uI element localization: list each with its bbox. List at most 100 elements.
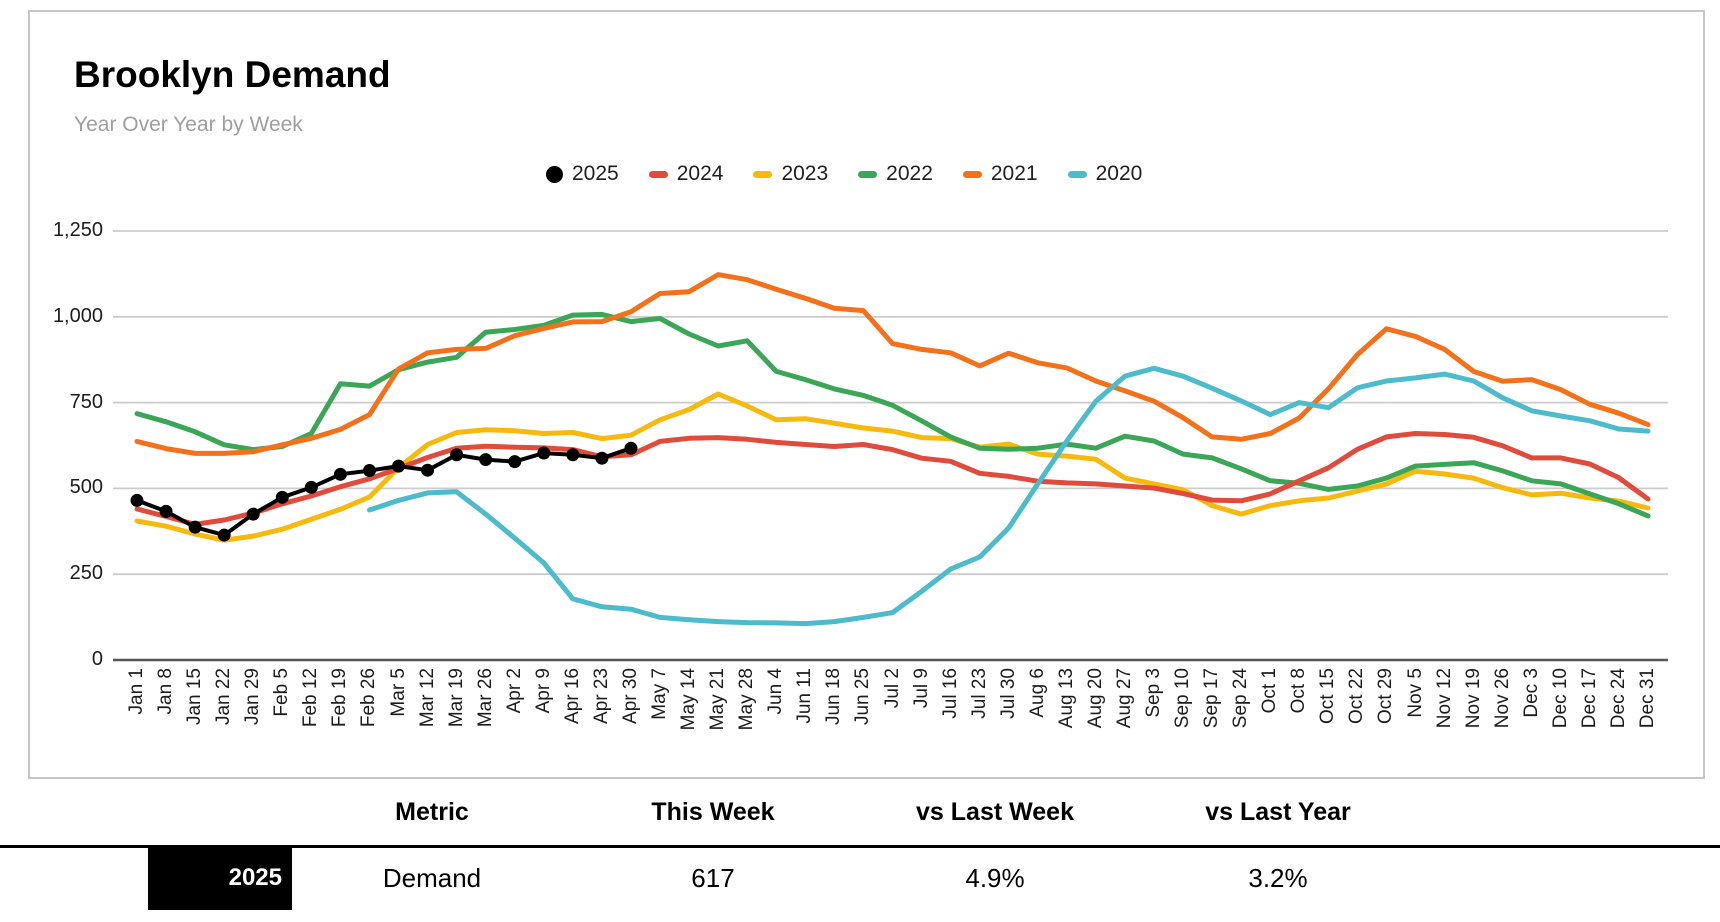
y-axis-tick-label: 500 — [69, 476, 103, 499]
legend-item-2020: 2020 — [1067, 162, 1143, 186]
data-point — [624, 441, 638, 455]
cell-vs-last-week: 4.9% — [965, 863, 1025, 893]
x-axis-tick-label: Aug 27 — [1113, 668, 1135, 729]
x-axis-tick-label: Jun 11 — [794, 668, 816, 724]
legend-bar-swatch-2023 — [753, 170, 773, 178]
legend-bar-swatch-2021 — [962, 170, 982, 178]
x-axis-tick-label: Dec 24 — [1607, 668, 1629, 729]
legend-item-2021: 2021 — [962, 162, 1038, 186]
data-point — [479, 453, 493, 467]
x-axis-tick-label: Oct 29 — [1375, 668, 1397, 724]
x-axis-tick-label: Mar 12 — [416, 668, 438, 728]
legend-label: 2020 — [1095, 162, 1143, 185]
x-axis-tick-label: Mar 19 — [445, 668, 467, 728]
data-point — [392, 459, 406, 473]
page-title: Brooklyn Demand — [74, 54, 391, 95]
x-axis-tick-label: Jan 1 — [126, 668, 147, 715]
data-point — [275, 490, 289, 504]
legend-label: 2023 — [781, 162, 829, 185]
data-point — [217, 528, 231, 542]
series-line-2022 — [134, 311, 1651, 519]
cell-metric: Demand — [382, 863, 482, 893]
series-points-2025 — [130, 441, 638, 542]
x-axis-tick-label: Sep 17 — [1201, 668, 1223, 729]
chart-legend: 2025 2024 2023 2022 2021 2020 — [546, 160, 1172, 188]
page-subtitle: Year Over Year by Week — [74, 113, 303, 136]
x-axis-tick-label: Jul 9 — [910, 668, 932, 709]
table-header-this-week: This Week — [651, 798, 775, 826]
x-axis-tick-label: Nov 19 — [1462, 668, 1484, 729]
y-axis-tick-label: 0 — [91, 648, 103, 670]
x-axis-tick-label: Jul 23 — [968, 668, 990, 719]
x-axis-tick-label: Oct 22 — [1346, 668, 1368, 724]
x-axis-tick-label: May 28 — [736, 668, 758, 731]
x-axis-tick-label: Oct 1 — [1259, 668, 1281, 714]
x-axis-tick-label: May 7 — [649, 668, 671, 720]
series-line-2020 — [367, 365, 1651, 627]
x-axis-tick-label: Oct 15 — [1317, 668, 1339, 724]
legend-bar-swatch-2024 — [648, 170, 668, 178]
legend-item-2022: 2022 — [858, 162, 933, 186]
data-point — [246, 507, 260, 521]
x-axis-tick-label: Dec 17 — [1578, 668, 1600, 729]
x-axis-tick-label: Apr 16 — [561, 668, 583, 724]
x-axis-tick-label: Jan 8 — [155, 668, 177, 715]
legend-label: 2022 — [886, 162, 933, 185]
data-point — [362, 464, 376, 478]
x-axis-tick-label: Jun 25 — [852, 668, 874, 726]
y-axis-tick-label: 1,000 — [52, 304, 103, 327]
legend-item-2025: 2025 — [546, 162, 619, 186]
x-axis-tick-label: Sep 3 — [1143, 668, 1165, 718]
legend-label: 2025 — [572, 162, 619, 185]
x-axis-tick-label: Jun 4 — [765, 668, 787, 715]
data-point — [304, 480, 318, 494]
x-axis-tick-label: Nov 26 — [1491, 668, 1513, 729]
series-line-2024 — [134, 431, 1651, 527]
data-point — [537, 446, 551, 460]
x-axis-tick-label: Nov 12 — [1433, 668, 1455, 729]
year-badge-2025: 2025 — [148, 846, 292, 910]
x-axis-tick-label: Mar 26 — [474, 668, 496, 728]
data-point — [333, 467, 347, 481]
x-axis-tick-label: Nov 5 — [1404, 668, 1426, 718]
data-point — [159, 504, 173, 518]
x-axis-tick-label: Jul 16 — [939, 668, 961, 719]
x-axis-tick-label: Sep 24 — [1230, 668, 1252, 729]
x-axis-tick-label: Aug 20 — [1084, 668, 1106, 729]
x-axis-tick-label: Feb 26 — [358, 668, 380, 728]
x-axis-tick-label: Feb 12 — [300, 668, 322, 728]
x-axis-tick-label: Apr 23 — [590, 668, 612, 724]
x-axis-tick-label: May 21 — [707, 668, 729, 731]
x-axis-tick-label: Dec 31 — [1637, 668, 1658, 729]
x-axis-tick-label: Aug 6 — [1026, 668, 1048, 718]
data-point — [508, 455, 522, 469]
x-axis-tick-label: Jun 18 — [823, 668, 845, 726]
table-separator — [0, 845, 1720, 848]
data-point — [188, 520, 202, 534]
legend-item-2023: 2023 — [753, 162, 828, 186]
x-axis-tick-label: Apr 30 — [619, 668, 641, 724]
data-point — [450, 448, 464, 462]
x-axis-tick-label: Jan 22 — [213, 668, 235, 726]
data-point — [421, 463, 435, 477]
y-axis-tick-label: 250 — [69, 562, 103, 585]
y-axis-tick-label: 1,250 — [52, 219, 103, 241]
data-point — [595, 451, 609, 465]
x-axis-tick-label: Dec 3 — [1520, 668, 1542, 718]
x-axis-tick-label: Apr 2 — [503, 668, 525, 714]
legend-circle-swatch-2025 — [546, 165, 563, 183]
x-axis-tick-label: Apr 9 — [532, 668, 554, 714]
legend-label: 2021 — [990, 162, 1038, 185]
legend-bar-swatch-2020 — [1067, 170, 1087, 178]
x-axis-tick-label: Aug 13 — [1055, 668, 1077, 729]
data-point — [566, 448, 580, 462]
legend-item-2024: 2024 — [648, 162, 723, 186]
legend-bar-swatch-2022 — [858, 170, 878, 178]
x-axis-tick-label: Jul 30 — [997, 668, 1019, 719]
x-axis-tick-label: Sep 10 — [1172, 668, 1194, 729]
series-line-2023 — [134, 391, 1651, 543]
table-header-vs-last-week: vs Last Week — [916, 798, 1074, 826]
x-axis-tick-label: Feb 19 — [329, 668, 351, 728]
